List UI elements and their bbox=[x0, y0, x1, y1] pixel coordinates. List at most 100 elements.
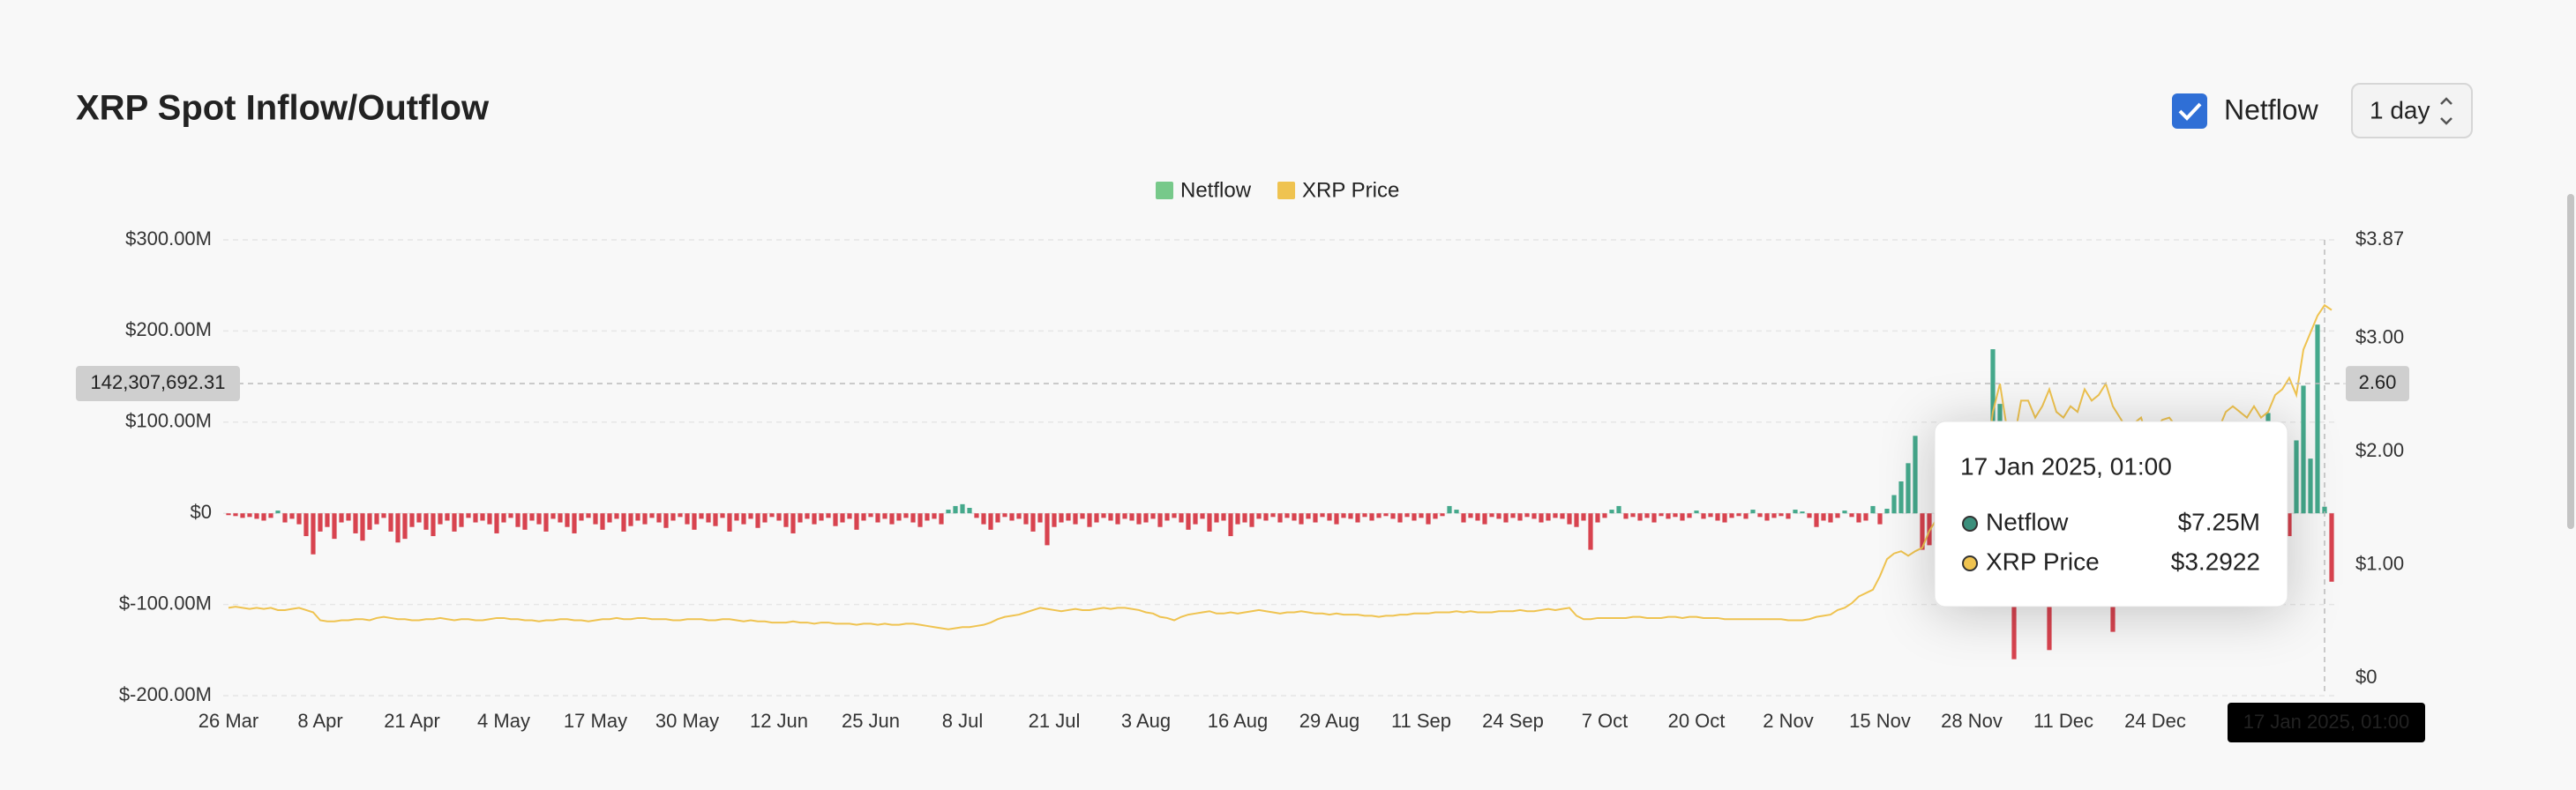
netflow-bar bbox=[1757, 513, 1763, 518]
netflow-bar bbox=[409, 513, 415, 527]
x-tick-label: 20 Oct bbox=[1668, 710, 1726, 732]
netflow-bar bbox=[367, 513, 372, 530]
netflow-bar bbox=[1659, 513, 1664, 517]
netflow-bar bbox=[431, 513, 436, 537]
netflow-bar bbox=[1750, 510, 1756, 514]
netflow-bar bbox=[1898, 481, 1904, 514]
y-tick-label: $-100.00M bbox=[119, 592, 212, 614]
netflow-bar bbox=[847, 513, 852, 519]
x-tick-label: 21 Apr bbox=[384, 710, 440, 732]
netflow-bar bbox=[402, 513, 408, 540]
crosshair-y-label: 142,307,692.31 bbox=[91, 371, 226, 393]
netflow-bar bbox=[1778, 513, 1784, 517]
netflow-bar bbox=[438, 513, 443, 525]
y-tick-label: $-200.00M bbox=[119, 683, 212, 705]
netflow-bar bbox=[826, 513, 831, 518]
netflow-bar bbox=[1849, 513, 1854, 518]
netflow-bar bbox=[621, 513, 626, 532]
netflow-bar bbox=[755, 513, 760, 528]
netflow-bar bbox=[868, 513, 873, 518]
netflow-bar bbox=[974, 513, 979, 518]
netflow-bar bbox=[1362, 513, 1367, 518]
netflow-bar bbox=[748, 513, 753, 519]
netflow-bar bbox=[1637, 513, 1643, 521]
interval-select[interactable] bbox=[2351, 83, 2473, 138]
checkbox-label[interactable]: Netflow bbox=[2224, 93, 2319, 125]
netflow-bar bbox=[790, 513, 796, 533]
netflow-bar bbox=[508, 513, 513, 518]
netflow-bar bbox=[939, 513, 944, 525]
netflow-bar bbox=[720, 513, 725, 518]
netflow-bar bbox=[311, 513, 316, 555]
netflow-bar bbox=[1164, 513, 1170, 521]
crosshair-y-box bbox=[76, 366, 240, 402]
netflow-bar bbox=[1447, 505, 1452, 514]
x-tick-label: 21 Jul bbox=[1029, 710, 1081, 732]
netflow-bar bbox=[727, 513, 732, 532]
netflow-bar bbox=[325, 513, 330, 527]
legend-swatch bbox=[1277, 182, 1296, 199]
crosshair-x-label: 17 Jan 2025, 01:00 bbox=[2243, 711, 2409, 733]
tooltip-series-name: XRP Price bbox=[1986, 548, 2100, 575]
x-tick-label: 24 Dec bbox=[2124, 710, 2186, 732]
netflow-bar bbox=[642, 513, 648, 525]
netflow-bar bbox=[536, 513, 542, 525]
netflow-bar bbox=[1644, 513, 1650, 518]
netflow-bar bbox=[586, 513, 591, 518]
netflow-bar bbox=[875, 513, 880, 523]
netflow-bar bbox=[1150, 513, 1156, 519]
netflow-bar bbox=[1052, 513, 1057, 527]
legend-swatch bbox=[1156, 182, 1173, 199]
y2-tick-label: $1.00 bbox=[2355, 552, 2404, 574]
netflow-bar bbox=[635, 513, 640, 521]
netflow-bar bbox=[565, 513, 570, 527]
netflow-bar bbox=[1595, 513, 1600, 523]
x-tick-label: 4 May bbox=[477, 710, 530, 732]
x-tick-label: 2 Nov bbox=[1763, 710, 1813, 732]
netflow-bar bbox=[953, 505, 958, 514]
netflow-bar bbox=[1277, 513, 1283, 523]
netflow-bar bbox=[776, 513, 782, 521]
netflow-bar bbox=[346, 513, 351, 521]
netflow-bar bbox=[360, 513, 365, 541]
netflow-bar bbox=[1122, 513, 1127, 519]
netflow-bar bbox=[445, 513, 450, 521]
netflow-bar bbox=[988, 513, 993, 530]
x-tick-label: 7 Oct bbox=[1582, 710, 1629, 732]
netflow-bar bbox=[515, 513, 520, 527]
netflow-bar bbox=[1609, 510, 1614, 514]
checkmark bbox=[2178, 102, 2202, 121]
netflow-bar bbox=[762, 513, 768, 523]
netflow-bar bbox=[1475, 513, 1480, 521]
tooltip-value: $7.25M bbox=[2178, 508, 2260, 535]
netflow-bar bbox=[240, 513, 245, 518]
netflow-bar bbox=[268, 513, 273, 518]
netflow-bar bbox=[1835, 513, 1840, 518]
netflow-bar bbox=[1715, 513, 1720, 521]
netflow-bar bbox=[1002, 513, 1007, 518]
netflow-checkbox[interactable] bbox=[2172, 93, 2207, 129]
netflow-bar bbox=[1094, 513, 1099, 523]
netflow-bar bbox=[783, 513, 789, 527]
netflow-bar bbox=[480, 513, 485, 521]
netflow-bar bbox=[607, 513, 612, 523]
netflow-bar bbox=[1115, 513, 1120, 525]
netflow-bar bbox=[741, 513, 746, 525]
netflow-bar bbox=[1369, 513, 1374, 521]
netflow-bar bbox=[558, 513, 563, 523]
netflow-bar bbox=[254, 513, 259, 519]
netflow-bar bbox=[2301, 385, 2306, 514]
netflow-bar bbox=[1235, 513, 1240, 525]
netflow-bar bbox=[1666, 513, 1671, 519]
y-tick-label: $200.00M bbox=[125, 318, 212, 340]
netflow-bar bbox=[1496, 513, 1501, 519]
netflow-bar bbox=[452, 513, 457, 532]
netflow-bar bbox=[466, 513, 471, 518]
tooltip-date: 17 Jan 2025, 01:00 bbox=[1960, 452, 2172, 480]
scrollbar[interactable] bbox=[2567, 194, 2574, 529]
netflow-bar bbox=[1412, 513, 1417, 521]
netflow-bar bbox=[769, 513, 775, 518]
netflow-bar bbox=[1108, 513, 1113, 521]
netflow-bar bbox=[946, 510, 951, 514]
